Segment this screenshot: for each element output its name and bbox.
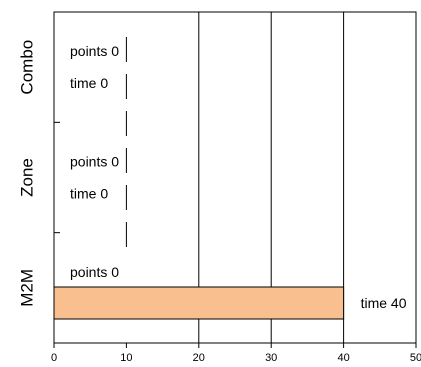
y-axis: Combo Zone M2M (17, 40, 36, 307)
points-label-m2m: points 0 (70, 264, 119, 280)
x-tick-label-20: 20 (193, 352, 205, 364)
points-label-zone: points 0 (70, 153, 119, 169)
category-label-m2m: M2M (17, 269, 36, 307)
x-tick-label-0: 0 (51, 352, 57, 364)
bars (53, 286, 345, 320)
x-tick-label-50: 50 (410, 352, 421, 364)
x-tick-label-30: 30 (265, 352, 277, 364)
bar-m2m (53, 286, 345, 320)
points-label-combo: points 0 (70, 43, 119, 59)
category-dividers (54, 121, 60, 234)
category-label-combo: Combo (17, 40, 36, 95)
plot-frame (53, 11, 417, 344)
time-label-m2m: time 40 (361, 295, 407, 311)
x-tick-label-10: 10 (120, 352, 132, 364)
time-label-zone: time 0 (70, 185, 108, 201)
time-label-combo: time 0 (70, 75, 108, 91)
category-label-zone: Zone (17, 158, 36, 197)
x-axis: 0 10 20 30 40 50 (51, 343, 421, 364)
x-tick-label-40: 40 (337, 352, 349, 364)
data-labels: points 0 time 0 points 0 time 0 time 40 point… (70, 43, 407, 311)
